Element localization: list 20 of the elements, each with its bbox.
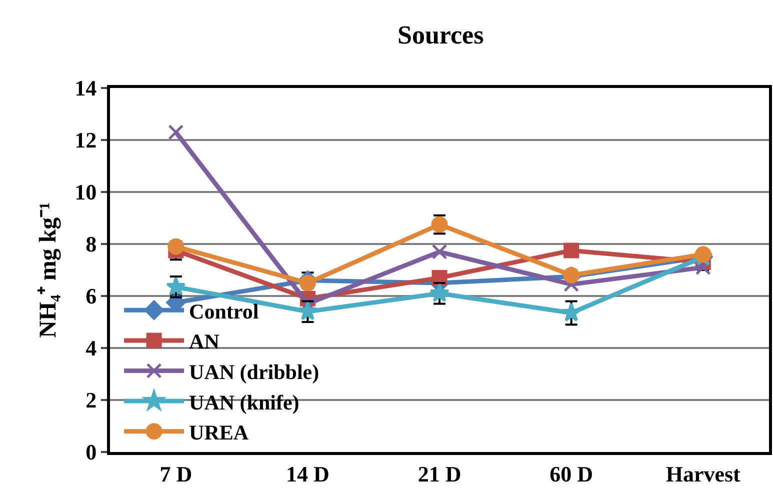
- y-axis-title: NH₄⁺ mg kg⁻¹: [36, 202, 62, 338]
- y-tick-label: 4: [86, 336, 97, 361]
- chart-title: Sources: [398, 20, 484, 50]
- y-tick-label: 12: [74, 128, 97, 153]
- y-tick-label: 2: [86, 388, 97, 413]
- y-tick-label: 10: [74, 180, 97, 205]
- y-tick-label: 8: [86, 232, 97, 257]
- x-tick-label: 60 D: [550, 461, 593, 486]
- y-tick-label: 0: [86, 440, 97, 465]
- legend-label: Control: [189, 299, 259, 324]
- legend-label: AN: [189, 330, 220, 354]
- y-tick-label: 6: [86, 284, 97, 309]
- legend-label: UREA: [189, 420, 250, 445]
- x-tick-label: 21 D: [418, 461, 462, 486]
- legend-label: UAN (dribble): [189, 360, 320, 384]
- y-tick-label: 14: [74, 76, 97, 101]
- x-tick-label: 14 D: [286, 461, 330, 486]
- legend-label: UAN (knife): [189, 390, 300, 414]
- x-tick-label: Harvest: [666, 461, 742, 486]
- x-tick-label: 7 D: [160, 461, 192, 486]
